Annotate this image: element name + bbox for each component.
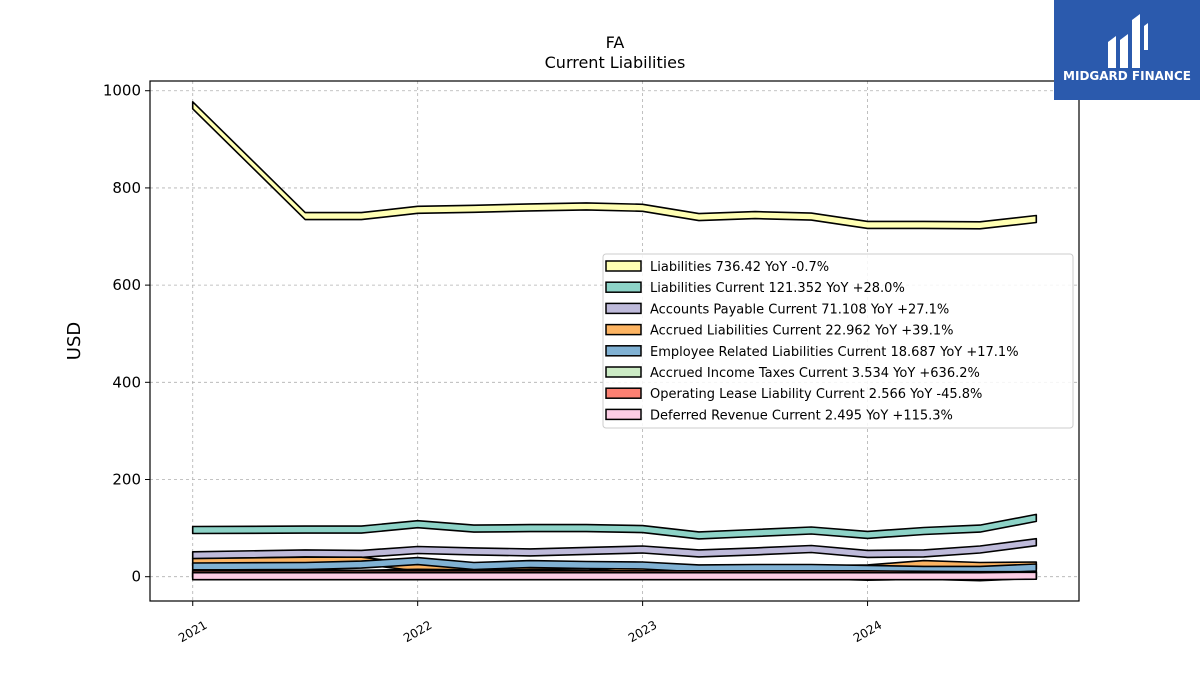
legend-label: Accrued Liabilities Current 22.962 YoY +… <box>650 324 953 339</box>
legend-label: Accrued Income Taxes Current 3.534 YoY +… <box>650 366 980 381</box>
logo-text: MIDGARD FINANCE <box>1063 69 1191 83</box>
legend-label: Deferred Revenue Current 2.495 YoY +115.… <box>650 408 953 423</box>
y-tick-label: 200 <box>112 471 141 489</box>
legend-swatch <box>605 323 642 336</box>
legend-swatch <box>605 366 642 378</box>
chart-title: FA <box>606 33 625 52</box>
y-tick-label: 0 <box>131 568 141 586</box>
legend-swatch <box>605 281 642 293</box>
y-tick-label: 800 <box>112 179 141 197</box>
legend-swatch <box>605 408 642 421</box>
chart-subtitle: Current Liabilities <box>545 53 686 72</box>
y-axis: 0 200 400 600 800 1000 <box>103 82 150 586</box>
series-band-3 <box>191 537 1038 560</box>
x-tick-label: 2022 <box>401 618 434 645</box>
series-band-8 <box>191 571 1038 581</box>
y-axis-label: USD <box>64 322 85 360</box>
legend-frame <box>602 253 1074 429</box>
legend-swatch <box>605 387 642 399</box>
y-tick-label: 600 <box>112 276 141 294</box>
legend-label: Employee Related Liabilities Current 18.… <box>650 345 1019 360</box>
series-band-2 <box>191 513 1038 540</box>
y-tick-label: 1000 <box>103 82 141 100</box>
legend-swatch <box>605 345 642 357</box>
legend-label: Liabilities 736.42 YoY -0.7% <box>650 260 829 275</box>
y-tick-label: 400 <box>112 373 141 391</box>
x-tick-label: 2023 <box>626 618 659 645</box>
legend: Liabilities 736.42 YoY -0.7% Liabilities … <box>602 253 1074 429</box>
x-tick-label: 2024 <box>851 618 884 645</box>
logo-mark-icon <box>1108 14 1148 68</box>
legend-label: Accounts Payable Current 71.108 YoY +27.… <box>650 302 949 317</box>
legend-swatch <box>605 260 642 272</box>
legend-swatch <box>605 302 642 315</box>
legend-label: Operating Lease Liability Current 2.566 … <box>650 387 982 402</box>
brand-logo: MIDGARD FINANCE <box>1054 0 1200 100</box>
series-band-1 <box>191 101 1038 230</box>
x-axis: 2021 2022 2023 2024 <box>176 601 884 645</box>
legend-label: Liabilities Current 121.352 YoY +28.0% <box>650 281 905 296</box>
series-layer <box>191 101 1038 582</box>
x-tick-label: 2021 <box>176 618 209 645</box>
plot-frame <box>149 80 1080 602</box>
